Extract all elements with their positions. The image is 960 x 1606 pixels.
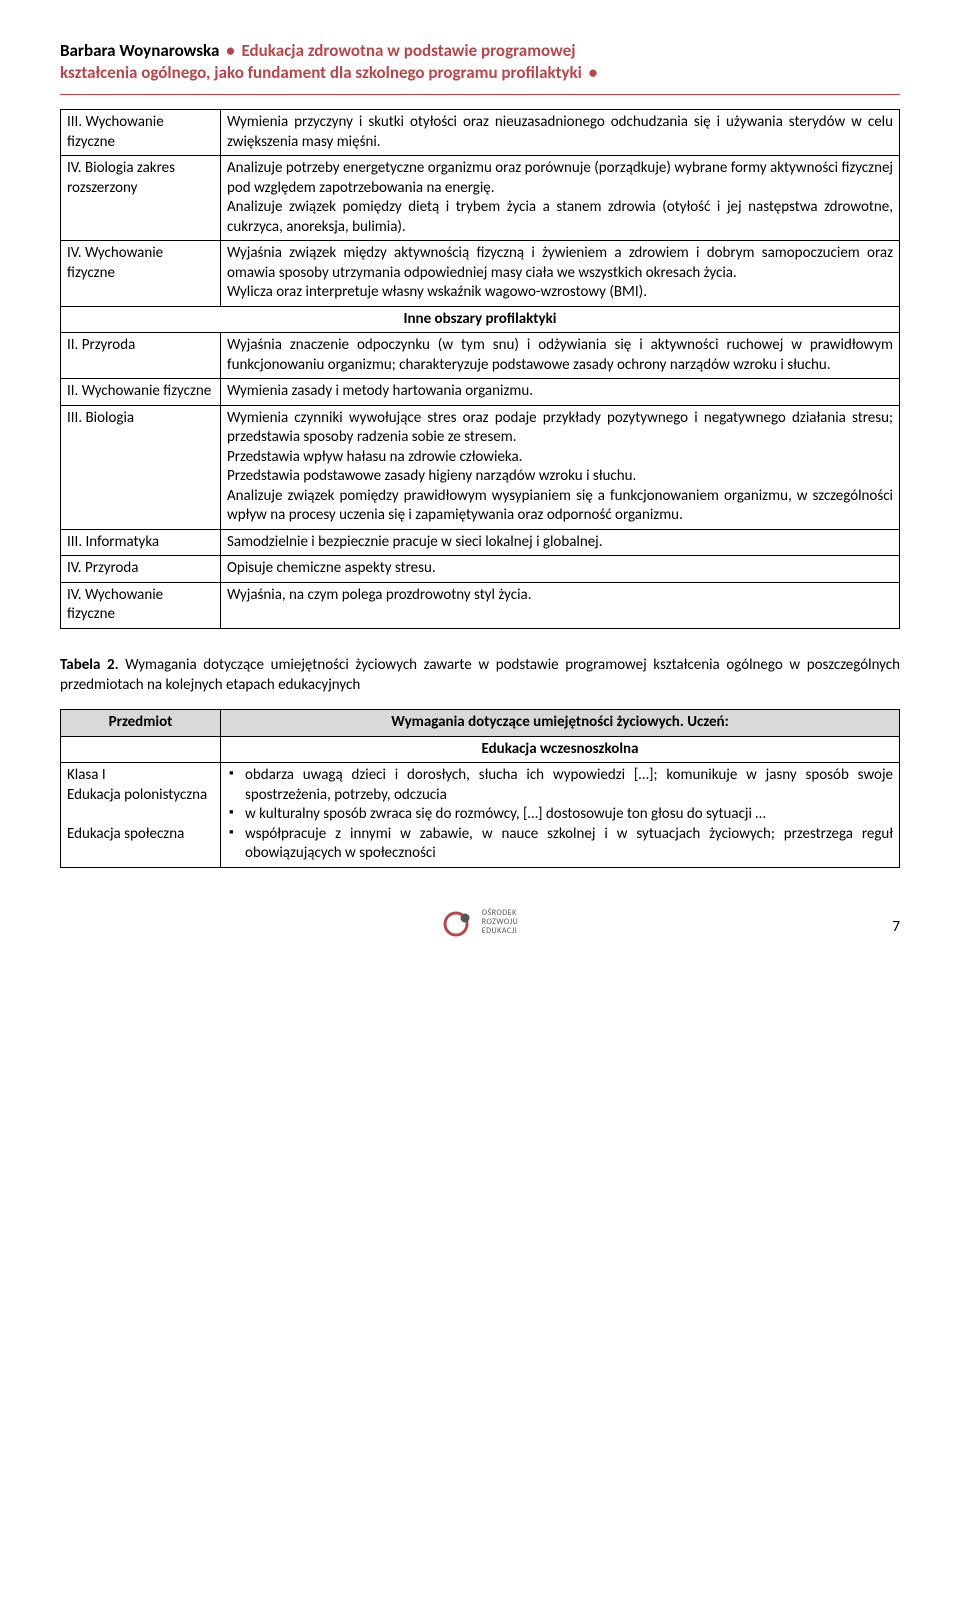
table-2-caption: Tabela 2. Wymagania dotyczące umiejętnoś… — [60, 655, 900, 696]
table-left-cell: IV. Biologia zakres rozszerzony — [61, 156, 221, 241]
table-left-cell: III. Biologia — [61, 405, 221, 529]
ore-logo: OŚRODEK ROZWOJU EDUKACJI — [442, 908, 519, 938]
table-1: III. Wychowanie fizyczne Wymienia przycz… — [60, 109, 900, 629]
table-right-cell: Wymienia zasady i metody hartowania orga… — [221, 379, 900, 406]
title-part-1: Edukacja zdrowotna w podstawie programow… — [242, 40, 576, 61]
table-subheader: Edukacja wczesnoszkolna — [221, 736, 900, 763]
table-right-cell: Analizuje potrzeby energetyczne organizm… — [221, 156, 900, 241]
table-row: III. Biologia Wymienia czynniki wywołują… — [61, 405, 900, 529]
table-header-row: Przedmiot Wymagania dotyczące umiejętnoś… — [61, 710, 900, 737]
table-subheader-row: Edukacja wczesnoszkolna — [61, 736, 900, 763]
page-number: 7 — [892, 918, 900, 936]
logo-text: OŚRODEK ROZWOJU EDUKACJI — [482, 909, 519, 935]
table-span-header-row: Inne obszary profilaktyki — [61, 306, 900, 333]
header-bullet-icon: • — [223, 40, 237, 61]
table-header-left: Przedmiot — [61, 710, 221, 737]
table-right-cell: Wyjaśnia znaczenie odpoczynku (w tym snu… — [221, 333, 900, 379]
table-left-cell: Klasa I Edukacja polonistyczna Edukacja … — [61, 763, 221, 868]
table-right-cell: Wymienia przyczyny i skutki otyłości ora… — [221, 110, 900, 156]
table-left-cell: IV. Wychowanie fizyczne — [61, 241, 221, 307]
table-row: II. Wychowanie fizyczne Wymienia zasady … — [61, 379, 900, 406]
table-right-cell: obdarza uwagą dzieci i dorosłych, słucha… — [221, 763, 900, 868]
table-right-cell: Opisuje chemiczne aspekty stresu. — [221, 556, 900, 583]
table-2: Przedmiot Wymagania dotyczące umiejętnoś… — [60, 709, 900, 868]
table-row: IV. Przyroda Opisuje chemiczne aspekty s… — [61, 556, 900, 583]
table-left-cell: II. Przyroda — [61, 333, 221, 379]
table-row: IV. Wychowanie fizyczne Wyjaśnia związek… — [61, 241, 900, 307]
header-line-2: kształcenia ogólnego, jako fundament dla… — [60, 62, 900, 84]
author-name: Barbara Woynarowska — [60, 40, 219, 61]
table-row: III. Wychowanie fizyczne Wymienia przycz… — [61, 110, 900, 156]
table-row: III. Informatyka Samodzielnie i bezpiecz… — [61, 529, 900, 556]
table-left-cell: II. Wychowanie fizyczne — [61, 379, 221, 406]
header-bullet-icon-end: • — [586, 62, 600, 83]
logo-icon — [442, 908, 476, 938]
table-row: IV. Wychowanie fizyczne Wyjaśnia, na czy… — [61, 582, 900, 628]
table-left-cell: IV. Wychowanie fizyczne — [61, 582, 221, 628]
table-section-header: Inne obszary profilaktyki — [61, 306, 900, 333]
table-left-cell: IV. Przyroda — [61, 556, 221, 583]
caption-text: Wymagania dotyczące umiejętności życiowy… — [60, 656, 900, 694]
header-divider — [60, 94, 900, 95]
list-item: współpracuje z innymi w zabawie, w nauce… — [227, 825, 893, 864]
table-right-cell: Wymienia czynniki wywołujące stres oraz … — [221, 405, 900, 529]
table-header-right: Wymagania dotyczące umiejętności życiowy… — [221, 710, 900, 737]
table-row: IV. Biologia zakres rozszerzony Analizuj… — [61, 156, 900, 241]
page-header: Barbara Woynarowska • Edukacja zdrowotna… — [60, 40, 900, 84]
list-item: w kulturalny sposób zwraca się do rozmów… — [227, 805, 893, 825]
bullet-list: obdarza uwagą dzieci i dorosłych, słucha… — [227, 766, 893, 864]
page-footer: OŚRODEK ROZWOJU EDUKACJI 7 — [60, 908, 900, 938]
table-subheader-empty — [61, 736, 221, 763]
table-row: Klasa I Edukacja polonistyczna Edukacja … — [61, 763, 900, 868]
table-row: II. Przyroda Wyjaśnia znaczenie odpoczyn… — [61, 333, 900, 379]
header-line-1: Barbara Woynarowska • Edukacja zdrowotna… — [60, 40, 900, 62]
table-right-cell: Samodzielnie i bezpiecznie pracuje w sie… — [221, 529, 900, 556]
caption-label: Tabela 2. — [60, 656, 119, 674]
list-item: obdarza uwagą dzieci i dorosłych, słucha… — [227, 766, 893, 805]
title-part-2: kształcenia ogólnego, jako fundament dla… — [60, 62, 582, 83]
table-right-cell: Wyjaśnia związek między aktywnością fizy… — [221, 241, 900, 307]
table-left-cell: III. Informatyka — [61, 529, 221, 556]
table-right-cell: Wyjaśnia, na czym polega prozdrowotny st… — [221, 582, 900, 628]
table-left-cell: III. Wychowanie fizyczne — [61, 110, 221, 156]
